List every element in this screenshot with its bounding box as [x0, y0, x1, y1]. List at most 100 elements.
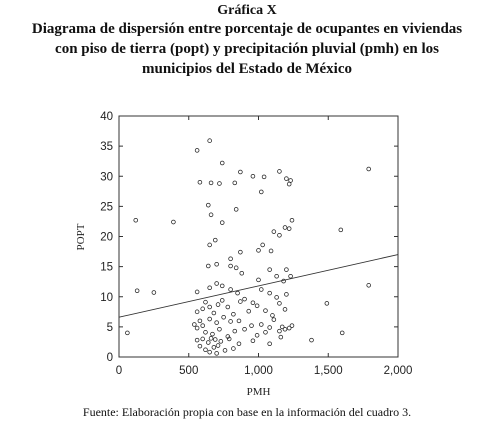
data-point [271, 317, 277, 322]
data-point [249, 323, 254, 328]
data-point [289, 323, 295, 328]
data-point [271, 229, 277, 234]
y-axis-label: POPT [75, 223, 87, 250]
data-point [207, 349, 212, 355]
data-point [366, 166, 371, 172]
data-point [197, 318, 203, 324]
data-point [282, 327, 288, 332]
data-point [284, 267, 289, 272]
data-point [192, 322, 197, 327]
y-tick-label: 0 [107, 352, 113, 364]
data-point [233, 207, 239, 212]
data-point [238, 299, 243, 304]
trend-line [118, 254, 399, 318]
data-point [218, 339, 224, 344]
data-point [207, 316, 212, 322]
data-point [219, 283, 225, 289]
data-point [197, 343, 203, 349]
x-axis-ticks: 0 500 1,000 1,500 2,000 [116, 116, 413, 377]
data-point [267, 267, 272, 272]
data-point [261, 174, 267, 180]
data-point [214, 320, 219, 325]
scatter-points [125, 138, 371, 356]
data-point [228, 319, 233, 324]
data-point [215, 343, 221, 348]
data-point [200, 306, 205, 312]
data-point [233, 265, 239, 271]
data-point [151, 290, 157, 295]
data-point [278, 334, 284, 340]
data-point [256, 277, 261, 283]
data-point [215, 302, 221, 307]
data-point [207, 138, 212, 143]
data-point [267, 290, 272, 296]
data-point [289, 217, 295, 223]
data-point [171, 219, 176, 225]
data-point [286, 325, 292, 331]
data-point [212, 237, 218, 243]
y-tick-label: 35 [100, 141, 113, 153]
data-point [133, 217, 139, 223]
data-point [309, 337, 314, 343]
data-point [222, 348, 228, 353]
data-point [210, 331, 215, 337]
data-point [200, 336, 205, 342]
data-point [274, 295, 279, 300]
figure-title-line-2: con piso de tierra (popt) y precipitació… [55, 41, 439, 57]
data-point [134, 288, 140, 294]
x-axis-label: PMH [247, 386, 271, 398]
data-point [214, 351, 219, 356]
data-point [324, 301, 330, 306]
data-point [282, 307, 288, 312]
data-point [288, 178, 293, 183]
data-point [238, 249, 243, 255]
data-point [203, 299, 208, 305]
figure-title-line-1: Diagrama de dispersión entre porcentaje … [31, 21, 463, 37]
data-point [208, 180, 214, 186]
y-tick-label: 15 [100, 262, 113, 274]
data-point [366, 283, 371, 288]
data-point [286, 181, 292, 187]
data-point [238, 169, 243, 175]
data-point [235, 290, 240, 296]
data-point [263, 308, 268, 313]
data-point [286, 226, 292, 231]
data-point [231, 311, 236, 317]
data-point [259, 322, 264, 327]
data-point [284, 292, 289, 297]
data-point [217, 327, 222, 332]
source-note: Fuente: Elaboración propia con base en l… [82, 405, 412, 419]
x-tick-label: 0 [116, 365, 122, 377]
data-point [214, 281, 219, 286]
data-point [256, 248, 261, 253]
data-point [281, 278, 286, 284]
y-tick-label: 20 [100, 232, 113, 244]
data-point [267, 341, 272, 347]
data-point [284, 176, 289, 181]
data-point [228, 263, 233, 269]
data-point [259, 287, 264, 292]
data-point [200, 323, 205, 328]
figure-label: Gráfica X [217, 3, 277, 18]
data-point [228, 256, 233, 262]
data-point [274, 273, 279, 279]
data-point [242, 327, 247, 332]
data-point [221, 314, 226, 320]
data-point [219, 160, 225, 166]
data-point [226, 336, 232, 342]
x-tick-label: 2,000 [384, 365, 413, 377]
data-point [259, 189, 264, 195]
y-tick-label: 5 [107, 322, 113, 334]
data-point [338, 227, 344, 233]
x-tick-label: 1,000 [244, 365, 273, 377]
data-point [203, 330, 208, 335]
data-point [260, 242, 265, 248]
data-point [207, 242, 212, 248]
data-point [125, 330, 130, 336]
data-point [232, 328, 238, 334]
data-point [194, 325, 200, 331]
data-point [267, 325, 272, 330]
data-point [212, 337, 218, 342]
data-point [207, 285, 212, 290]
data-point [228, 287, 233, 292]
